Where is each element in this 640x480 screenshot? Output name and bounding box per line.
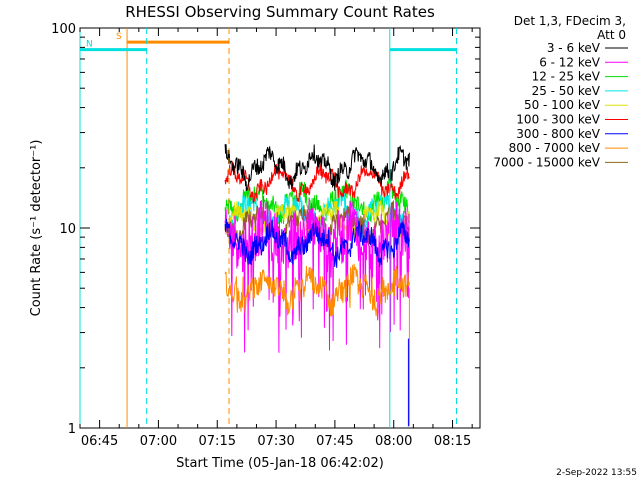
x-tick-label: 07:45 [316,434,353,449]
x-tick-label: 08:00 [375,434,412,449]
y-tick-label: 1 [68,422,76,437]
x-tick-label: 07:30 [257,434,294,449]
saa-label: S [116,32,122,42]
legend-entry-label: 12 - 25 keV [532,70,601,84]
legend-header-line2: Att 0 [597,28,626,42]
y-tick-label: 100 [51,22,76,37]
series-line [224,263,410,317]
annotation-layer: SN [79,28,457,428]
night-label: N [86,40,93,50]
legend-header-line1: Det 1,3, FDecim 3, [514,14,626,28]
y-tick-label: 10 [59,222,76,237]
legend-entry-label: 3 - 6 keV [547,41,601,55]
y-axis-label: Count Rate (s⁻¹ detector⁻¹) [29,140,44,317]
legend-entry-label: 100 - 300 keV [516,113,600,127]
series-line [224,218,410,268]
legend-entry-label: 50 - 100 keV [524,98,601,112]
axis-layer: 06:45 07:00 07:15 07:30 07:45 08:00 08:15 1 10 10… [51,22,480,449]
series-line [224,144,410,192]
legend-entry-label: 25 - 50 keV [532,84,601,98]
series-line [224,161,410,204]
legend-entry-label: 300 - 800 keV [516,127,600,141]
chart-title: RHESSI Observing Summary Count Rates [125,3,435,21]
x-tick-label: 08:15 [434,434,471,449]
x-tick-label: 07:15 [199,434,236,449]
legend-entry-label: 800 - 7000 keV [509,141,601,155]
legend-entry-label: 6 - 12 keV [539,55,601,69]
x-tick-label: 06:45 [81,434,118,449]
x-tick-label: 07:00 [140,434,177,449]
legend-entry-label: 7000 - 15000 keV [493,155,600,169]
x-axis-label: Start Time (05-Jan-18 06:42:02) [176,456,384,471]
plot-frame [79,27,481,429]
series-layer [224,144,410,427]
timestamp: 2-Sep-2022 13:55 [556,468,637,478]
